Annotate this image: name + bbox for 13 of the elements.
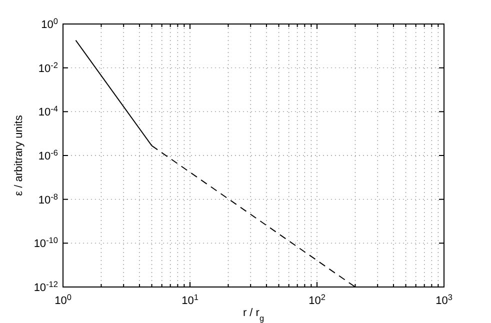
x-tick-label: 10$^{0}$ bbox=[54, 292, 72, 307]
x-axis-title: r / r$_{g}$ bbox=[242, 307, 264, 322]
y-tick-label: 10$^{-12}$ bbox=[34, 280, 58, 294]
y-tick-label: 10$^{-4}$ bbox=[38, 104, 58, 119]
y-tick-label: 10$^{-10}$ bbox=[34, 236, 58, 250]
x-tick-label: 10$^{2}$ bbox=[308, 292, 326, 307]
y-axis-title: ε / arbitrary units bbox=[13, 114, 25, 196]
x-tick-label: 10$^{1}$ bbox=[182, 292, 199, 307]
y-tick-label: 10$^{-2}$ bbox=[38, 60, 58, 75]
y-tick-label: 10$^{-8}$ bbox=[38, 192, 58, 206]
y-tick-label: 10$^{-6}$ bbox=[38, 148, 58, 162]
x-tick-label: 10$^{3}$ bbox=[436, 292, 453, 307]
y-tick-label: 10$^{0}$ bbox=[41, 16, 58, 31]
